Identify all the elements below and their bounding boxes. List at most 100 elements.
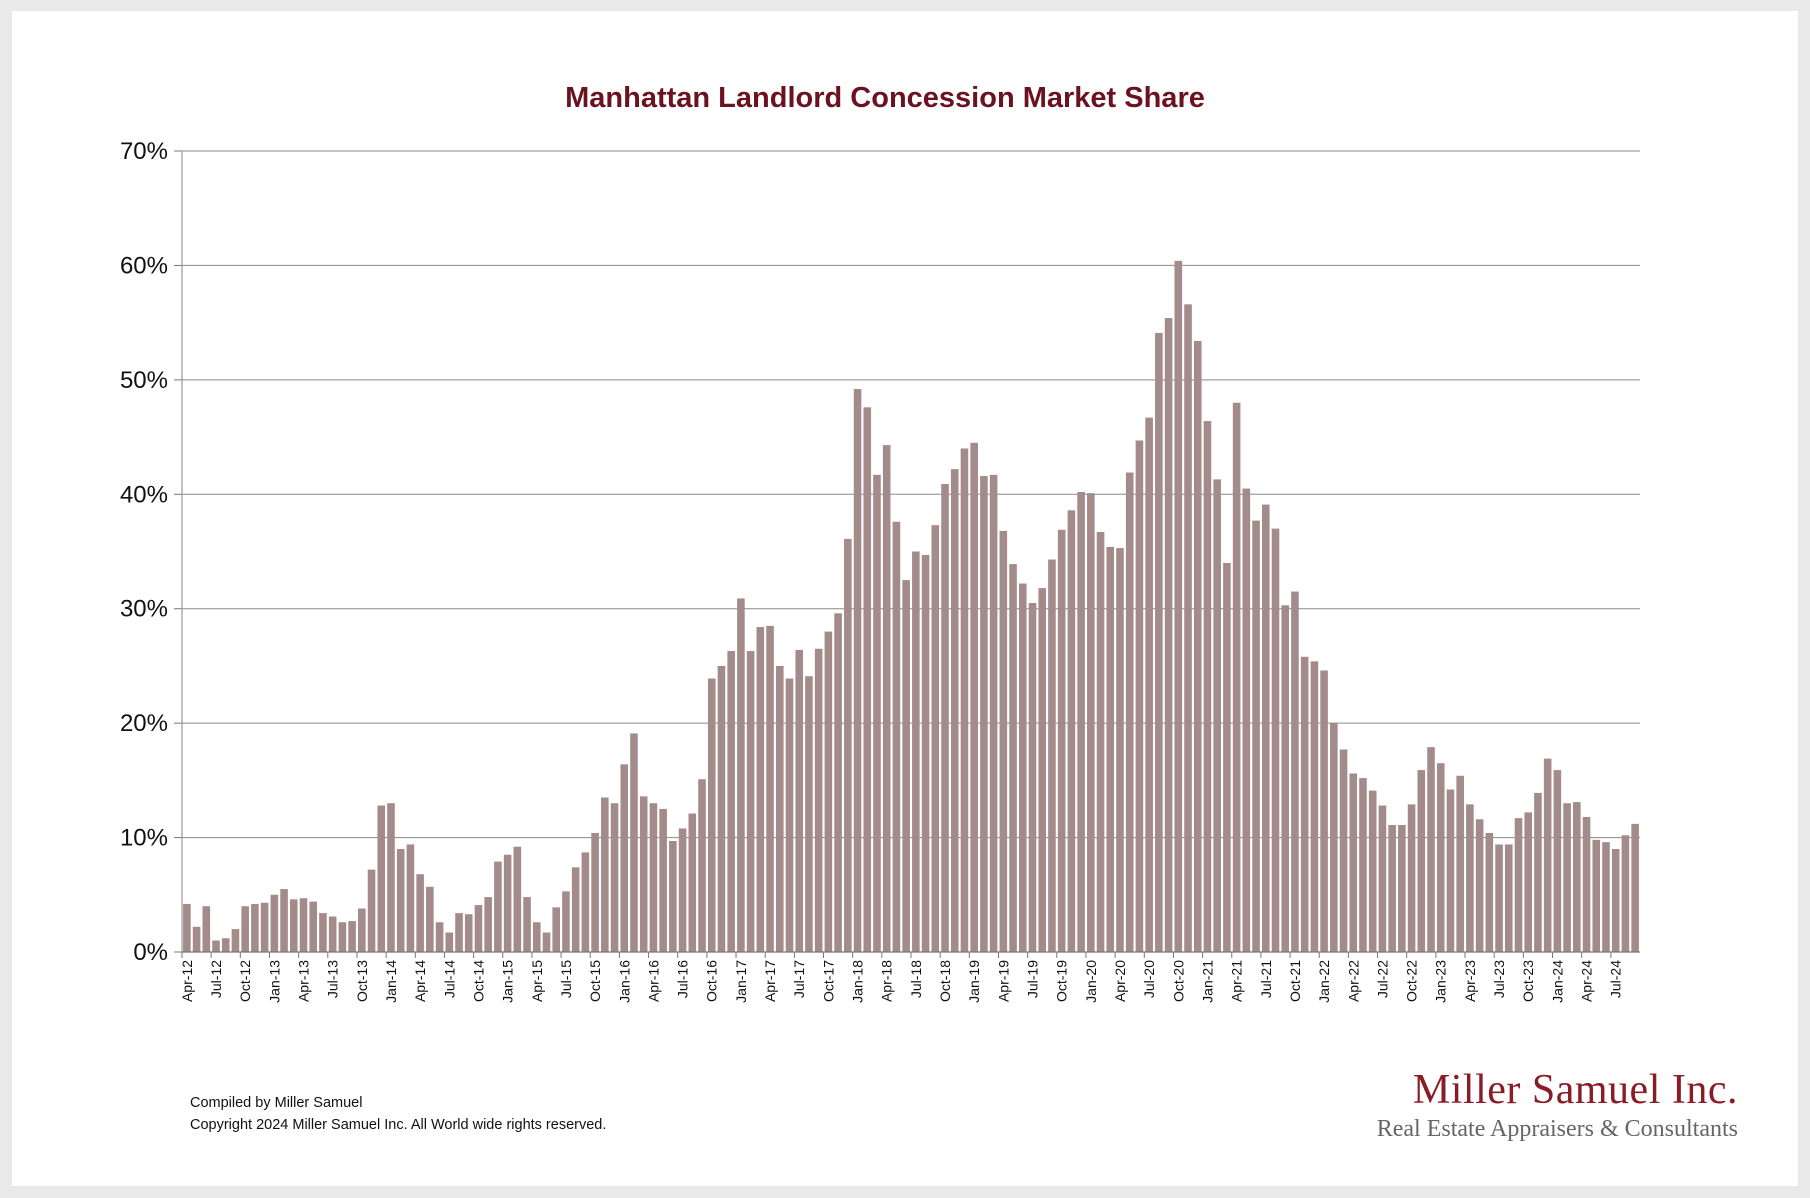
x-tick-label: Apr-24 <box>1579 960 1595 1002</box>
bar <box>1407 804 1416 952</box>
x-tick-label: Jan-19 <box>966 960 982 1003</box>
bar <box>1495 844 1503 952</box>
bar <box>941 483 949 952</box>
bar <box>581 852 590 952</box>
bar <box>1300 656 1309 952</box>
bar <box>1213 479 1221 952</box>
bar <box>1223 562 1231 952</box>
bar <box>591 832 599 952</box>
x-tick-label: Oct-22 <box>1404 960 1420 1002</box>
bar <box>960 448 969 952</box>
footer-notes: Compiled by Miller Samuel Copyright 2024… <box>190 1092 606 1136</box>
bar <box>1388 824 1396 952</box>
bar-chart: Manhattan Landlord Concession Market Sha… <box>120 82 1640 1003</box>
x-tick-label: Jan-20 <box>1083 960 1099 1003</box>
x-tick-label: Jul-16 <box>675 960 691 998</box>
bar <box>669 841 677 952</box>
y-tick-label: 50% <box>120 367 168 394</box>
bars <box>183 260 1639 953</box>
bar <box>494 861 502 952</box>
bar <box>1553 770 1562 952</box>
bar <box>1116 548 1124 952</box>
bar <box>192 926 201 952</box>
y-tick-label: 40% <box>120 481 168 508</box>
bar <box>1077 491 1085 952</box>
bar <box>805 676 813 952</box>
bar <box>630 733 638 952</box>
bar <box>183 903 191 952</box>
bar <box>1096 532 1105 952</box>
x-tick-label: Oct-18 <box>937 960 953 1002</box>
bar <box>727 651 735 952</box>
bar <box>1320 670 1328 952</box>
x-tick-label: Jan-24 <box>1549 960 1565 1003</box>
bar <box>1164 318 1173 953</box>
bar <box>338 922 347 952</box>
bar <box>639 796 648 952</box>
bar <box>1611 849 1620 952</box>
x-tick-label: Oct-17 <box>820 960 836 1002</box>
x-tick-label: Apr-20 <box>1112 960 1128 1002</box>
bar <box>873 474 881 952</box>
x-tick-label: Apr-13 <box>296 960 312 1002</box>
bar <box>289 899 298 952</box>
bar <box>474 905 483 952</box>
bar <box>445 932 454 952</box>
bar <box>1592 839 1601 952</box>
x-tick-label: Apr-22 <box>1345 960 1361 1002</box>
bar <box>1621 835 1630 952</box>
x-tick-label: Jul-15 <box>558 960 574 998</box>
bar <box>950 469 959 952</box>
bar <box>562 891 570 952</box>
bar <box>1339 749 1348 952</box>
bar <box>824 631 833 952</box>
bar <box>1038 588 1047 952</box>
bar <box>1504 844 1513 952</box>
bar <box>698 779 706 952</box>
bar <box>795 649 804 952</box>
bar <box>416 874 424 952</box>
bar <box>1543 758 1552 952</box>
bar <box>853 389 862 952</box>
bar <box>912 551 920 952</box>
bar <box>1067 510 1076 952</box>
bar <box>1436 763 1445 952</box>
bar <box>280 889 288 952</box>
bar <box>707 678 716 952</box>
bar <box>1475 819 1484 952</box>
bar <box>746 651 755 952</box>
bar <box>1485 832 1494 952</box>
bar <box>552 907 561 952</box>
bar <box>1155 332 1163 953</box>
compiled-by-note: Compiled by Miller Samuel <box>190 1095 363 1111</box>
bar <box>1203 421 1212 953</box>
y-tick-label: 60% <box>120 252 168 279</box>
bar <box>1018 583 1027 952</box>
x-tick-label: Jul-14 <box>441 960 457 998</box>
bar <box>766 625 774 952</box>
y-tick-label: 20% <box>120 710 168 737</box>
bar <box>601 797 609 952</box>
bar <box>1281 605 1290 952</box>
bar <box>309 901 318 952</box>
bar <box>1291 591 1299 952</box>
bar <box>1563 803 1571 952</box>
x-tick-label: Oct-23 <box>1520 960 1536 1002</box>
bar <box>1524 812 1533 952</box>
bar <box>892 521 901 952</box>
bar <box>649 803 658 952</box>
y-tick-label: 10% <box>120 825 168 852</box>
x-tick-label: Jul-12 <box>208 960 224 998</box>
bar <box>1193 340 1202 952</box>
x-tick-label: Oct-20 <box>1170 960 1186 1002</box>
bar <box>328 916 337 952</box>
y-tick-label: 70% <box>120 138 168 165</box>
chart-title: Manhattan Landlord Concession Market Sha… <box>565 82 1205 114</box>
x-tick-label: Apr-15 <box>529 960 545 1002</box>
bar <box>387 803 395 952</box>
bar <box>464 914 473 952</box>
copyright-note: Copyright 2024 Miller Samuel Inc. All Wo… <box>190 1117 607 1133</box>
bar <box>1582 816 1591 952</box>
bar <box>814 648 823 952</box>
bar <box>542 932 551 952</box>
